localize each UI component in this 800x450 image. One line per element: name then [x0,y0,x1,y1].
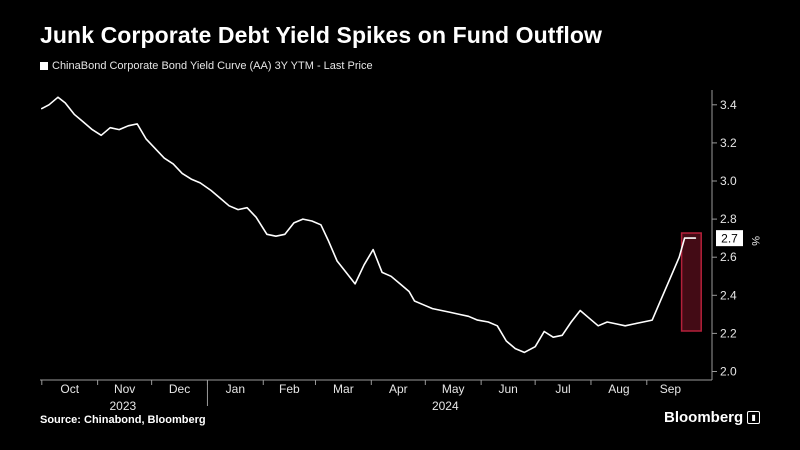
x-tick-label: Oct [60,382,79,396]
legend-label: ChinaBond Corporate Bond Yield Curve (AA… [52,60,373,72]
series-line [41,96,697,354]
last-price-box [716,230,743,247]
axes: 2.0 2.2 2.4 2.6 2.8 3.0 3.2 3.4% Oct Nov Dec Jan Feb… [40,90,761,413]
y-tick-label: 2.2 [720,326,737,340]
y-unit-label: % [749,236,761,246]
y-tick-label: 2.0 [720,365,737,379]
x-year-label: 2024 [432,399,459,413]
x-tick-label: May [442,382,465,396]
x-tick-label: Dec [169,382,190,396]
legend-swatch [40,62,48,70]
x-year-label: 2023 [109,399,136,413]
y-tick-label: 3.2 [720,136,737,150]
last-price-label: 2.7 [721,232,738,246]
y-tick-label: 2.6 [720,250,737,264]
brand-name: Bloomberg [664,409,744,426]
series-path [41,96,697,354]
brand-logo: Bloomberg ▮ [664,409,761,426]
x-tick-label: Jul [555,382,570,396]
y-tick-label: 2.8 [720,212,737,226]
x-tick-label: Feb [279,382,300,396]
x-tick-label: Jun [498,382,517,396]
y-tick-label: 3.4 [720,98,737,112]
highlight-region [680,232,702,332]
legend: ChinaBond Corporate Bond Yield Curve (AA… [40,60,373,72]
highlight-rect [680,232,702,332]
x-tick-label: Sep [660,382,682,396]
y-tick-label: 3.0 [720,174,737,188]
last-price-marker: 2.7 [716,230,743,247]
source-note: Source: Chinabond, Bloomberg [40,414,206,426]
chart-icon: ▮ [747,411,761,424]
x-tick-label: Aug [608,382,629,396]
x-tick-label: Jan [226,382,245,396]
x-tick-label: Apr [389,382,408,396]
y-tick-label: 2.4 [720,288,737,302]
chart-title: Junk Corporate Debt Yield Spikes on Fund… [40,22,602,48]
x-tick-label: Mar [333,382,354,396]
x-tick-label: Nov [114,382,135,396]
